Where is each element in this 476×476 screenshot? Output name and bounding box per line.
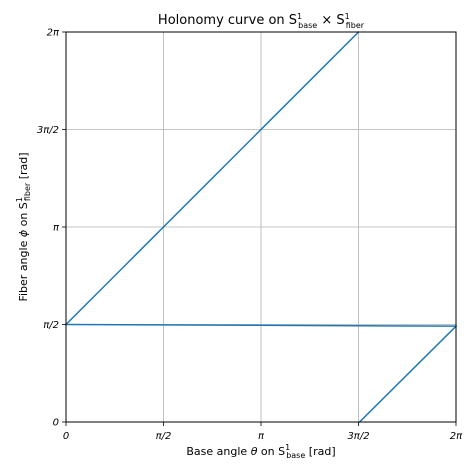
x-tick-label-4: 2π	[450, 431, 463, 442]
y-tick-label-4: 2π	[47, 28, 60, 39]
x-tick-label-1: π/2	[156, 431, 172, 442]
x-axis-label-s: S	[278, 445, 285, 458]
x-tick-label-2: π	[258, 431, 265, 442]
x-axis-label-var: θ	[251, 445, 258, 458]
y-tick-label-3: 3π/2	[37, 125, 59, 136]
x-axis-label-sub: base	[286, 451, 305, 460]
curve-segment-0-1	[65, 323, 457, 327]
y-axis-label-prefix: Fiber angle	[17, 237, 30, 301]
y-axis-label: Fiber angle ϕ on S1fiber [rad]	[15, 152, 32, 301]
chart-title-s2: S	[336, 13, 344, 28]
chart-title: Holonomy curve on S1 base × S1 fiber	[158, 12, 365, 30]
curve-segment-0-2	[358, 325, 458, 424]
y-axis-label-sub: fiber	[23, 182, 32, 201]
y-axis-label-mid: on	[17, 209, 30, 230]
chart-title-s2-sup: 1	[345, 12, 350, 21]
y-tick-label-1: π/2	[43, 320, 59, 331]
y-tick-label-0: 0	[53, 418, 59, 429]
curve-segment-0-0	[64, 30, 360, 326]
y-axis-label-var: ϕ	[17, 230, 30, 237]
x-tick-label-3: 3π/2	[347, 431, 369, 442]
x-axis-label: Base angle θ on S1 base [rad]	[186, 443, 335, 460]
chart-title-prefix: Holonomy curve on	[158, 13, 289, 28]
chart-title-s1-sup: 1	[297, 12, 302, 21]
x-axis-label-mid: on	[257, 445, 278, 458]
chart-title-s1: S	[289, 13, 297, 28]
x-axis-label-suffix: [rad]	[305, 445, 335, 458]
y-axis-label-s: S	[17, 202, 30, 209]
grid-lines	[65, 31, 457, 423]
chart-title-s1-sub: base	[298, 21, 317, 30]
chart-title-times: ×	[317, 13, 336, 28]
chart-title-s2-sub: fiber	[346, 21, 365, 30]
holonomy-curve	[64, 30, 458, 424]
axis-ticks: 0 π/2 π 3π/2 2π 0 π/2 π 3π/2 2π	[37, 28, 463, 443]
x-axis-label-sup: 1	[285, 443, 290, 452]
y-axis-label-sup: 1	[15, 197, 24, 202]
y-tick-label-2: π	[53, 222, 60, 233]
x-tick-label-0: 0	[63, 431, 69, 442]
y-axis-label-suffix: [rad]	[17, 152, 30, 182]
x-axis-label-prefix: Base angle	[186, 445, 250, 458]
